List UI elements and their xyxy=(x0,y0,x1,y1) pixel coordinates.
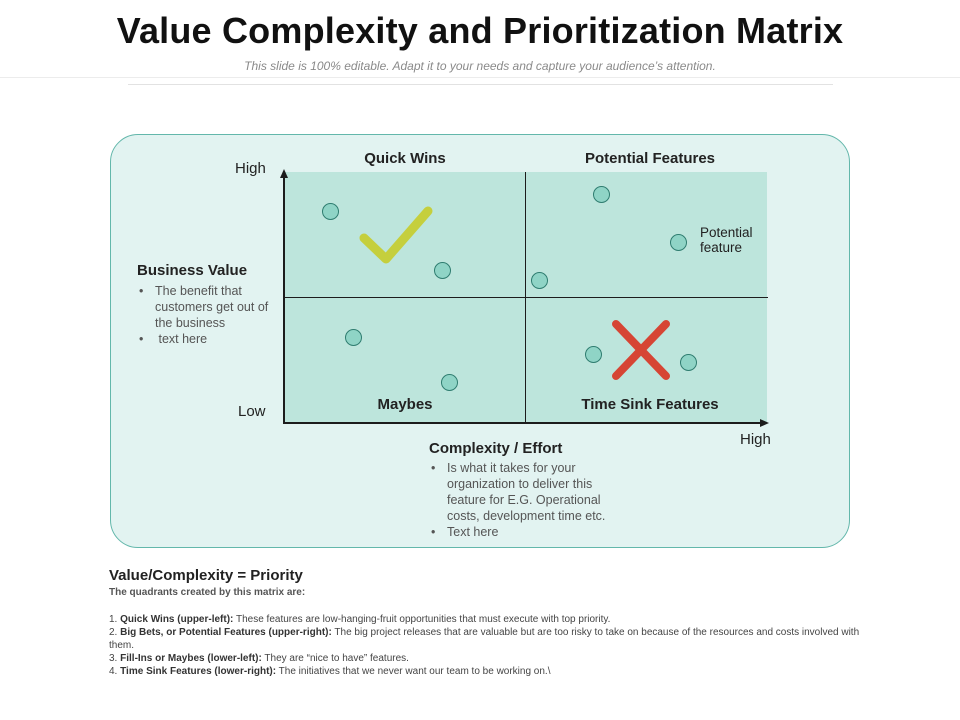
cross-icon xyxy=(612,320,670,380)
notes-item-text: The big project releases that are valuab… xyxy=(109,627,860,651)
quadrant-maybes xyxy=(285,298,525,422)
x-axis-arrow-icon xyxy=(760,419,769,427)
notes-item-number: 4. xyxy=(109,666,118,677)
page-title: Value Complexity and Prioritization Matr… xyxy=(116,10,844,51)
feature-dot xyxy=(680,354,697,371)
notes-title: Value/Complexity = Priority xyxy=(109,567,303,584)
notes-list: 1. Quick Wins (upper-left): These featur… xyxy=(109,613,864,678)
notes-item-label: Fill-Ins or Maybes (lower-left): xyxy=(120,653,262,664)
feature-dot xyxy=(593,186,610,203)
notes-item-label: Big Bets, or Potential Features (upper-r… xyxy=(120,627,332,638)
business-value-bullets: The benefit that customers get out of th… xyxy=(137,283,277,347)
title-divider xyxy=(0,77,960,78)
notes-item: 3. Fill-Ins or Maybes (lower-left): They… xyxy=(109,652,864,665)
feature-dot xyxy=(585,346,602,363)
notes-item: 1. Quick Wins (upper-left): These featur… xyxy=(109,613,864,626)
quadrant-label-quick-wins: Quick Wins xyxy=(364,150,446,167)
business-value-bullet: text here xyxy=(137,331,277,347)
notes-item-number: 2. xyxy=(109,627,118,638)
horizontal-divider xyxy=(285,297,768,298)
feature-dot xyxy=(670,234,687,251)
feature-dot xyxy=(441,374,458,391)
quadrant-label-maybes: Maybes xyxy=(377,396,433,413)
feature-dot xyxy=(531,272,548,289)
x-axis-high-label: High xyxy=(740,431,771,448)
business-value-title: Business Value xyxy=(137,262,248,279)
x-axis xyxy=(283,422,761,424)
complexity-bullet: Text here xyxy=(429,524,629,540)
y-axis xyxy=(283,176,285,424)
subtitle-divider xyxy=(128,84,833,85)
notes-item: 2. Big Bets, or Potential Features (uppe… xyxy=(109,626,864,652)
y-axis-low-label: Low xyxy=(238,403,266,420)
notes-item-text: The initiatives that we never want our t… xyxy=(276,666,551,677)
feature-dot xyxy=(345,329,362,346)
notes-item-number: 1. xyxy=(109,614,118,625)
notes-item-label: Quick Wins (upper-left): xyxy=(120,614,234,625)
feature-dot xyxy=(322,203,339,220)
notes-item-number: 3. xyxy=(109,653,118,664)
notes-item-text: These features are low-hanging-fruit opp… xyxy=(233,614,611,625)
feature-dot xyxy=(434,262,451,279)
potential-feature-label: Potential feature xyxy=(700,225,753,255)
quadrant-label-potential-features: Potential Features xyxy=(584,150,716,167)
quadrant-label-time-sink: Time Sink Features xyxy=(581,396,719,413)
complexity-title: Complexity / Effort xyxy=(429,440,563,457)
notes-subtitle: The quadrants created by this matrix are… xyxy=(109,587,306,598)
page-subtitle: This slide is 100% editable. Adapt it to… xyxy=(244,59,716,73)
business-value-bullet: The benefit that customers get out of th… xyxy=(137,283,277,331)
y-axis-high-label: High xyxy=(235,160,266,177)
complexity-bullet: Is what it takes for your organization t… xyxy=(429,460,629,524)
notes-item-text: They are “nice to have” features. xyxy=(261,653,409,664)
checkmark-icon xyxy=(359,206,433,264)
notes-item-label: Time Sink Features (lower-right): xyxy=(120,666,277,677)
quadrant-potential-features xyxy=(526,172,767,297)
notes-item: 4. Time Sink Features (lower-right): The… xyxy=(109,665,864,678)
y-axis-arrow-icon xyxy=(280,169,288,178)
complexity-bullets: Is what it takes for your organization t… xyxy=(429,460,629,540)
